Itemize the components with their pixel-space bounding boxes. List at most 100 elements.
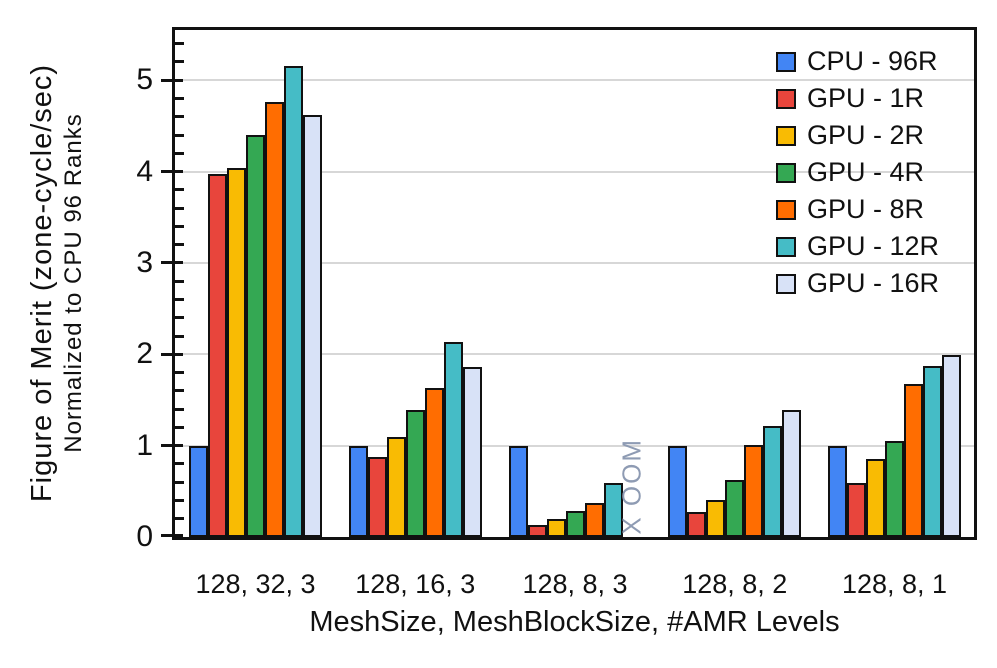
bar-group-128-8-2 bbox=[668, 410, 802, 537]
y-tick-label: 1 bbox=[136, 428, 153, 462]
bar-gpu-4r bbox=[885, 441, 904, 537]
legend-item-gpu-1r: GPU - 1R bbox=[776, 80, 939, 117]
legend-swatch-cpu-96r bbox=[776, 51, 796, 72]
minor-tick bbox=[175, 334, 184, 338]
bar-gpu-8r bbox=[904, 384, 923, 537]
major-tick bbox=[161, 444, 183, 448]
minor-tick bbox=[175, 224, 184, 228]
minor-tick bbox=[175, 316, 184, 320]
bar-cpu-96r bbox=[668, 446, 688, 537]
legend-swatch-gpu-8r bbox=[776, 199, 796, 220]
legend-item-gpu-4r: GPU - 4R bbox=[776, 154, 939, 191]
y-axis-title-sub: Normalized to CPU 96 Ranks bbox=[60, 113, 87, 453]
gridline bbox=[175, 261, 974, 264]
bar-gpu-12r bbox=[923, 366, 942, 537]
bar-cpu-96r bbox=[508, 446, 528, 537]
gridline bbox=[175, 79, 974, 82]
minor-tick bbox=[175, 188, 184, 192]
bar-group-128-32-3 bbox=[189, 66, 322, 537]
bar-gpu-4r bbox=[246, 135, 265, 537]
bar-gpu-1r bbox=[847, 483, 866, 537]
minor-tick bbox=[175, 97, 184, 100]
legend-item-gpu-2r: GPU - 2R bbox=[776, 117, 939, 154]
minor-tick bbox=[175, 425, 184, 429]
bar-gpu-4r bbox=[725, 480, 745, 537]
minor-tick bbox=[175, 279, 184, 283]
legend-swatch-gpu-2r bbox=[776, 125, 796, 146]
y-tick-label: 0 bbox=[136, 520, 153, 553]
bar-group-128-8-1 bbox=[828, 355, 961, 537]
bar-group-128-8-3: X OOM bbox=[508, 407, 647, 537]
major-tick bbox=[161, 534, 183, 537]
minor-tick bbox=[175, 60, 184, 64]
bar-gpu-2r bbox=[227, 168, 246, 537]
minor-tick bbox=[175, 517, 184, 521]
major-tick bbox=[161, 352, 183, 356]
legend-item-cpu-96r: CPU - 96R bbox=[776, 43, 939, 80]
bar-gpu-2r bbox=[386, 437, 406, 537]
legend-swatch-gpu-4r bbox=[776, 162, 796, 183]
bar-gpu-1r bbox=[367, 457, 387, 537]
legend-label: GPU - 1R bbox=[807, 83, 925, 113]
minor-tick bbox=[175, 42, 184, 46]
legend-label: GPU - 12R bbox=[807, 231, 940, 261]
bar-cpu-96r bbox=[828, 446, 847, 537]
bar-gpu-16r bbox=[942, 355, 961, 537]
legend-item-gpu-16r: GPU - 16R bbox=[776, 265, 939, 302]
legend-label: GPU - 8R bbox=[807, 194, 925, 224]
missing-bar-slot: X OOM bbox=[617, 407, 647, 537]
bar-gpu-4r bbox=[565, 511, 585, 537]
bar-gpu-8r bbox=[744, 445, 764, 537]
plot-area: X OOM CPU - 96R GPU - 1R GPU - 2R GPU - 4R G… bbox=[161, 27, 977, 540]
legend-item-gpu-8r: GPU - 8R bbox=[776, 191, 939, 228]
legend: CPU - 96R GPU - 1R GPU - 2R GPU - 4R GPU - 8… bbox=[776, 43, 939, 302]
y-tick-label: 5 bbox=[136, 63, 153, 97]
bar-gpu-16r bbox=[462, 367, 482, 537]
bar-gpu-8r bbox=[424, 388, 444, 537]
bar-gpu-8r bbox=[265, 102, 284, 537]
minor-tick bbox=[175, 407, 184, 411]
bar-gpu-12r bbox=[284, 66, 303, 537]
minor-tick bbox=[175, 243, 184, 247]
bar-gpu-1r bbox=[687, 512, 707, 537]
bar-gpu-8r bbox=[584, 503, 604, 537]
minor-tick bbox=[175, 151, 184, 155]
bar-gpu-16r bbox=[303, 115, 322, 537]
bar-gpu-12r bbox=[443, 342, 463, 537]
y-tick-label: 2 bbox=[136, 337, 153, 371]
gridline bbox=[175, 170, 974, 173]
bar-gpu-12r bbox=[603, 483, 623, 537]
y-tick-label: 3 bbox=[136, 245, 153, 279]
legend-item-gpu-12r: GPU - 12R bbox=[776, 228, 939, 265]
bar-gpu-16r bbox=[782, 410, 802, 537]
minor-tick bbox=[175, 371, 184, 375]
minor-tick bbox=[175, 115, 184, 119]
major-tick bbox=[161, 78, 183, 82]
bar-gpu-2r bbox=[546, 519, 566, 537]
bar-gpu-2r bbox=[706, 500, 726, 537]
minor-tick bbox=[175, 389, 184, 393]
category-label: 128, 32, 3 bbox=[195, 569, 316, 599]
category-label: 128, 8, 3 bbox=[522, 569, 628, 599]
category-label: 128, 16, 3 bbox=[355, 569, 476, 599]
y-tick-label: 4 bbox=[136, 154, 153, 188]
legend-swatch-gpu-16r bbox=[776, 273, 796, 294]
minor-tick bbox=[175, 133, 184, 137]
gridline bbox=[175, 353, 974, 356]
major-tick bbox=[161, 170, 183, 174]
minor-tick bbox=[175, 206, 184, 210]
minor-tick bbox=[175, 297, 184, 301]
bar-gpu-4r bbox=[405, 410, 425, 537]
category-label: 128, 8, 2 bbox=[682, 569, 788, 599]
minor-tick bbox=[175, 462, 184, 466]
minor-tick bbox=[175, 480, 184, 484]
bar-group-128-16-3 bbox=[348, 342, 482, 537]
oom-annotation: X OOM bbox=[616, 438, 647, 535]
bar-gpu-2r bbox=[866, 459, 885, 537]
major-tick bbox=[161, 261, 183, 265]
gridline bbox=[175, 444, 974, 447]
legend-label: GPU - 16R bbox=[807, 268, 940, 298]
bar-cpu-96r bbox=[189, 446, 208, 537]
bar-gpu-1r bbox=[208, 174, 227, 537]
